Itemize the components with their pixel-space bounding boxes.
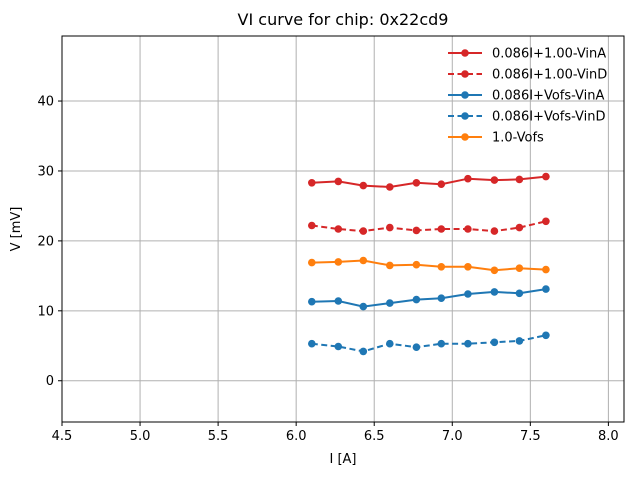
series-layer (308, 172, 550, 356)
data-point (515, 289, 524, 298)
legend-sample-marker (461, 133, 469, 141)
series-line-0.086I+1.00-VinD (311, 220, 547, 233)
data-point (334, 258, 343, 266)
data-point (412, 343, 421, 352)
legend-item: 0.086I+1.00-VinD (448, 68, 607, 83)
legend-label: 0.086I+Vofs-VinA (492, 89, 605, 104)
data-point (359, 181, 368, 190)
data-point (490, 227, 499, 235)
data-point (542, 217, 550, 226)
legend-item: 0.086I+1.00-VinA (448, 47, 606, 62)
data-point (412, 226, 421, 235)
data-point (334, 177, 343, 186)
data-point (464, 174, 472, 183)
data-point (334, 297, 343, 305)
y-tick-label: 40 (37, 95, 54, 110)
chart-title: VI curve for chip: 0x22cd9 (238, 10, 449, 29)
data-point (386, 299, 394, 307)
legend-label: 0.086I+1.00-VinD (492, 68, 607, 83)
legend-item: 0.086I+Vofs-VinA (448, 89, 605, 104)
x-tick-label: 5.5 (208, 429, 229, 444)
data-point (437, 180, 446, 188)
x-tick-label: 4.5 (52, 429, 73, 444)
data-point (437, 339, 446, 348)
data-point (464, 263, 472, 271)
x-tick-label: 8.0 (598, 429, 619, 444)
tick-layer: 4.5 5.0 5.5 6.0 6.5 7.0 7.5 8.0 0 10 20 30 40 (37, 95, 618, 444)
data-point (308, 221, 316, 230)
y-tick-label: 20 (37, 234, 54, 249)
data-point (412, 295, 421, 304)
x-tick-label: 7.0 (442, 429, 463, 444)
series-line-0.086I+1.00-VinA (311, 175, 547, 189)
data-point (412, 260, 421, 269)
data-point (437, 225, 446, 233)
data-point (515, 264, 524, 273)
x-tick-label: 6.0 (286, 429, 307, 444)
data-point (334, 225, 343, 233)
data-point (490, 266, 499, 275)
x-axis-label: I [A] (329, 452, 356, 467)
data-point (490, 176, 499, 184)
legend-sample-marker (461, 91, 469, 99)
data-point (437, 294, 446, 303)
data-point (542, 265, 550, 274)
data-point (412, 179, 421, 187)
x-tick-label: 5.0 (130, 429, 151, 444)
data-point (359, 227, 368, 235)
series-line-0.086I+Vofs-VinA (311, 288, 547, 308)
legend-sample-marker (461, 49, 469, 57)
data-point (464, 339, 472, 348)
legend-sample-marker (461, 112, 469, 120)
y-tick-label: 0 (46, 374, 54, 389)
data-point (464, 225, 472, 233)
legend-label: 1.0-Vofs (492, 131, 544, 146)
data-point (359, 256, 368, 265)
y-tick-label: 10 (37, 304, 54, 319)
data-point (308, 179, 316, 187)
data-point (308, 339, 316, 348)
data-point (359, 347, 368, 356)
data-point (308, 258, 316, 267)
series-line-1.0-Vofs (311, 259, 546, 272)
legend-label: 0.086I+1.00-VinA (492, 47, 606, 62)
data-point (464, 290, 472, 298)
data-point (386, 183, 394, 191)
data-point (334, 342, 343, 351)
data-point (359, 302, 368, 311)
data-point (386, 261, 394, 270)
data-point (542, 331, 550, 340)
data-point (490, 288, 499, 296)
plot-frame (61, 35, 625, 423)
data-point (542, 285, 550, 293)
legend-item: 0.086I+Vofs-VinD (448, 110, 606, 125)
legend: 0.086I+1.00-VinA 0.086I+1.00-VinD 0.086I+V… (448, 47, 607, 146)
data-point (386, 339, 394, 348)
data-point (515, 223, 524, 232)
data-point (386, 223, 394, 232)
data-point (515, 337, 524, 345)
y-axis-label: V [mV] (9, 207, 24, 252)
data-point (542, 172, 550, 181)
y-tick-label: 30 (37, 164, 54, 179)
legend-sample-marker (461, 70, 469, 78)
data-point (308, 297, 316, 306)
data-point (437, 263, 446, 271)
x-tick-label: 6.5 (364, 429, 385, 444)
series-line-0.086I+Vofs-VinD (311, 334, 547, 353)
data-point (515, 175, 524, 184)
legend-label: 0.086I+Vofs-VinD (492, 110, 606, 125)
legend-item: 1.0-Vofs (448, 131, 544, 146)
x-tick-label: 7.5 (520, 429, 541, 444)
data-point (490, 338, 499, 347)
